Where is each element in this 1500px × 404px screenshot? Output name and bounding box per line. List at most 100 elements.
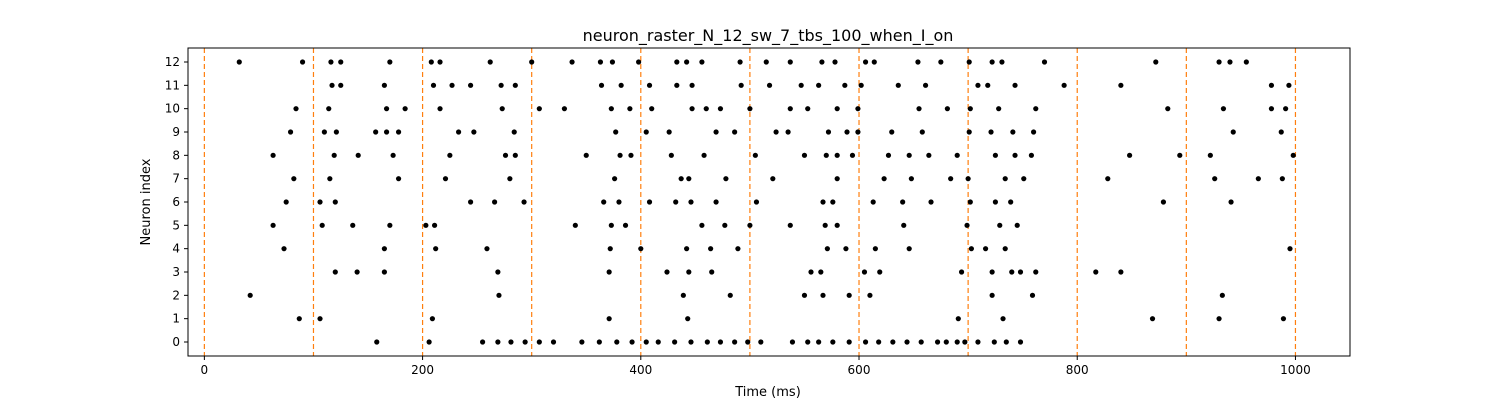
- spike-point: [293, 106, 299, 112]
- spike-point: [1105, 176, 1111, 182]
- spike-point: [717, 339, 724, 345]
- spike-point: [717, 106, 724, 112]
- spike-point: [713, 129, 719, 135]
- spike-point: [834, 152, 840, 158]
- spike-point: [350, 222, 356, 228]
- spike-point: [985, 82, 991, 88]
- spike-point: [1021, 176, 1027, 182]
- spike-point: [1268, 82, 1275, 88]
- spike-point: [989, 59, 995, 65]
- spike-point: [616, 199, 622, 205]
- spike-point: [507, 176, 513, 182]
- spike-point: [1012, 82, 1018, 88]
- spike-point: [664, 269, 670, 275]
- spike-point: [737, 59, 743, 65]
- spike-point: [374, 339, 380, 345]
- spike-point: [684, 246, 690, 252]
- spike-point: [1118, 82, 1124, 88]
- spike-point: [1041, 59, 1048, 65]
- spike-point: [996, 106, 1002, 112]
- spike-point: [1255, 176, 1261, 182]
- spike-point: [1280, 316, 1287, 322]
- spike-point: [333, 129, 339, 135]
- spike-point: [871, 59, 877, 65]
- spike-point: [900, 199, 906, 205]
- spike-point: [1017, 269, 1024, 275]
- y-tick-label: 8: [172, 148, 180, 162]
- spike-point: [982, 246, 989, 252]
- spike-point: [395, 176, 402, 182]
- x-tick-label: 0: [201, 363, 209, 377]
- spike-point: [1000, 316, 1006, 322]
- spike-point: [881, 176, 887, 182]
- spike-point: [383, 106, 390, 112]
- spike-point: [1002, 246, 1008, 252]
- spike-point: [753, 199, 760, 205]
- spike-point: [962, 339, 968, 345]
- spike-point: [1014, 222, 1020, 228]
- spike-point: [646, 82, 653, 88]
- spike-point: [703, 106, 709, 112]
- spike-point: [1216, 59, 1222, 65]
- spike-point: [722, 222, 728, 228]
- spike-point: [1030, 129, 1037, 135]
- spike-point: [487, 59, 493, 65]
- spike-point: [572, 222, 578, 228]
- spike-point: [773, 129, 779, 135]
- spike-point: [338, 82, 344, 88]
- spike-point: [608, 222, 614, 228]
- spike-point: [1008, 199, 1014, 205]
- spike-point: [1003, 339, 1009, 345]
- spike-point: [601, 199, 607, 205]
- spike-point: [1127, 152, 1133, 158]
- spike-point: [789, 339, 796, 345]
- y-tick-label: 11: [165, 78, 180, 92]
- spike-point: [296, 316, 302, 322]
- spike-point: [430, 82, 437, 88]
- chart-title: neuron_raster_N_12_sw_7_tbs_100_when_I_o…: [583, 26, 954, 46]
- spike-point: [732, 129, 738, 135]
- spike-point: [236, 59, 242, 65]
- spike-point: [989, 269, 995, 275]
- spike-point: [787, 106, 793, 112]
- spike-point: [326, 106, 332, 112]
- spike-point: [858, 82, 864, 88]
- spike-point: [948, 176, 954, 182]
- spike-point: [954, 339, 960, 345]
- spike-point: [479, 339, 486, 345]
- spike-point: [521, 199, 527, 205]
- spike-point: [299, 59, 306, 65]
- spike-point: [889, 129, 895, 135]
- spike-point: [491, 199, 498, 205]
- spike-point: [512, 82, 518, 88]
- spike-point: [672, 339, 678, 345]
- spike-point: [283, 199, 289, 205]
- y-tick-label: 0: [172, 335, 180, 349]
- spike-point: [918, 339, 924, 345]
- spike-point: [992, 152, 998, 158]
- spike-point: [843, 246, 849, 252]
- spike-point: [329, 82, 335, 88]
- spike-point: [1028, 152, 1035, 158]
- spike-point: [855, 129, 861, 135]
- x-tick-label: 400: [629, 363, 652, 377]
- spike-point: [498, 82, 504, 88]
- spike-point: [381, 82, 387, 88]
- spike-point: [1286, 82, 1292, 88]
- spike-point: [1149, 316, 1156, 322]
- spike-point: [467, 199, 474, 205]
- spike-point: [387, 222, 393, 228]
- spike-point: [629, 339, 635, 345]
- spike-point: [684, 59, 690, 65]
- spike-point: [291, 176, 297, 182]
- spike-point: [975, 339, 981, 345]
- spike-point: [649, 106, 655, 112]
- spike-point: [332, 199, 338, 205]
- spike-point: [938, 59, 944, 65]
- spike-point: [338, 59, 344, 65]
- spike-point: [870, 199, 876, 205]
- spike-point: [583, 152, 589, 158]
- spike-point: [628, 152, 634, 158]
- spike-point: [846, 339, 852, 345]
- spike-point: [666, 129, 672, 135]
